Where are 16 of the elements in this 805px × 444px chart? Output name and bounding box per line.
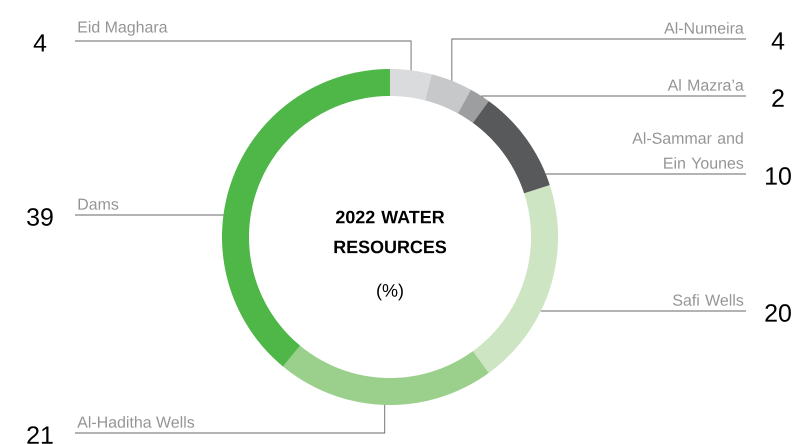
data-label: 10 <box>766 167 791 185</box>
data-label: 21 <box>27 426 53 444</box>
data-label: 39 <box>27 208 53 226</box>
slice-label: Al-Numeira <box>664 22 744 34</box>
slice-label: Safi Wells <box>673 294 744 306</box>
text: 2022 WATER RESOURCES <box>334 210 446 254</box>
slice-label: Al Mazra’a <box>668 79 744 91</box>
data-label: 4 <box>772 32 784 50</box>
slice-label: Dams <box>78 198 118 210</box>
data-label: 2 <box>772 89 784 107</box>
data-label: 4 <box>34 34 46 52</box>
slice-label: Al-Haditha Wells <box>77 416 194 428</box>
text: (%) <box>377 284 403 300</box>
slice-label: Eid Maghara <box>78 20 168 36</box>
data-label: 20 <box>765 304 791 322</box>
slice-label: Al-Sammar and Ein Younes <box>632 132 744 169</box>
